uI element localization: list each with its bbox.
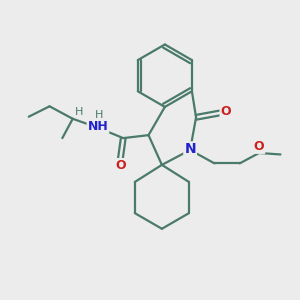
Text: H: H (75, 107, 83, 117)
Text: N: N (184, 142, 196, 156)
Text: NH: NH (88, 120, 108, 133)
Text: O: O (115, 159, 126, 172)
Text: H: H (95, 110, 104, 120)
Text: O: O (220, 105, 231, 118)
Text: O: O (254, 140, 264, 153)
